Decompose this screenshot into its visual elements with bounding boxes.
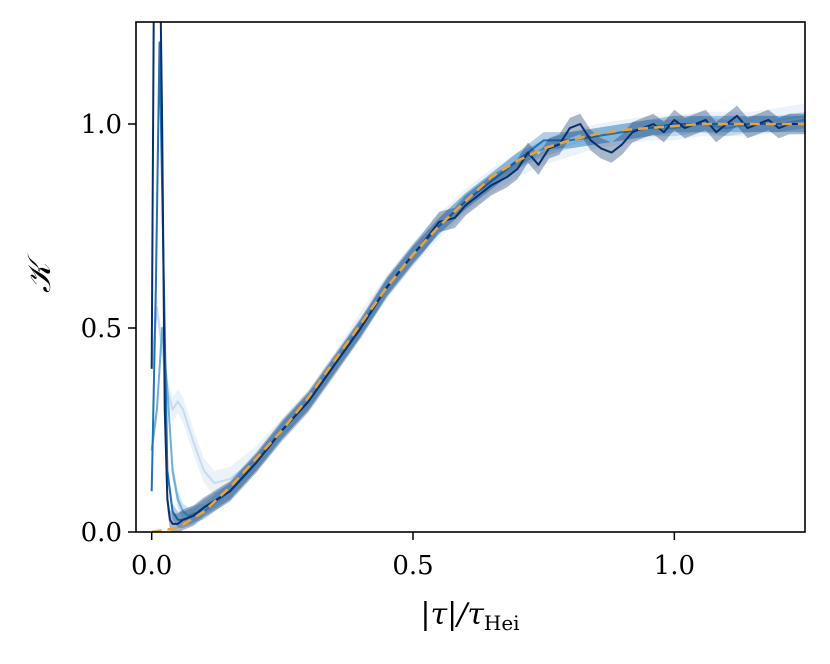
series-3-line [150, 22, 805, 525]
y-axis-label: 𝒦 [20, 253, 58, 293]
x-tick-label-2: 1.0 [654, 551, 695, 581]
plot-frame [135, 21, 806, 533]
series-4-line [151, 122, 805, 532]
series-0-band [151, 103, 805, 496]
y-tick-label-1: 0.5 [81, 314, 122, 344]
y-tick-label-0: 0.0 [81, 518, 122, 548]
x-tick-label-1: 0.5 [392, 551, 433, 581]
x-tick-label-0: 0.0 [131, 551, 172, 581]
y-tick-label-2: 1.0 [81, 110, 122, 140]
series-layer [150, 22, 805, 532]
x-axis-label-main: |τ|/τ [420, 597, 484, 632]
x-axis-label-subscript: Hei [484, 611, 520, 635]
series-0-line [150, 114, 805, 485]
x-axis-label: |τ|/τHei [420, 597, 519, 635]
y-axis: 0.0 0.5 1.0 [81, 110, 136, 548]
x-axis: 0.0 0.5 1.0 [131, 532, 695, 581]
